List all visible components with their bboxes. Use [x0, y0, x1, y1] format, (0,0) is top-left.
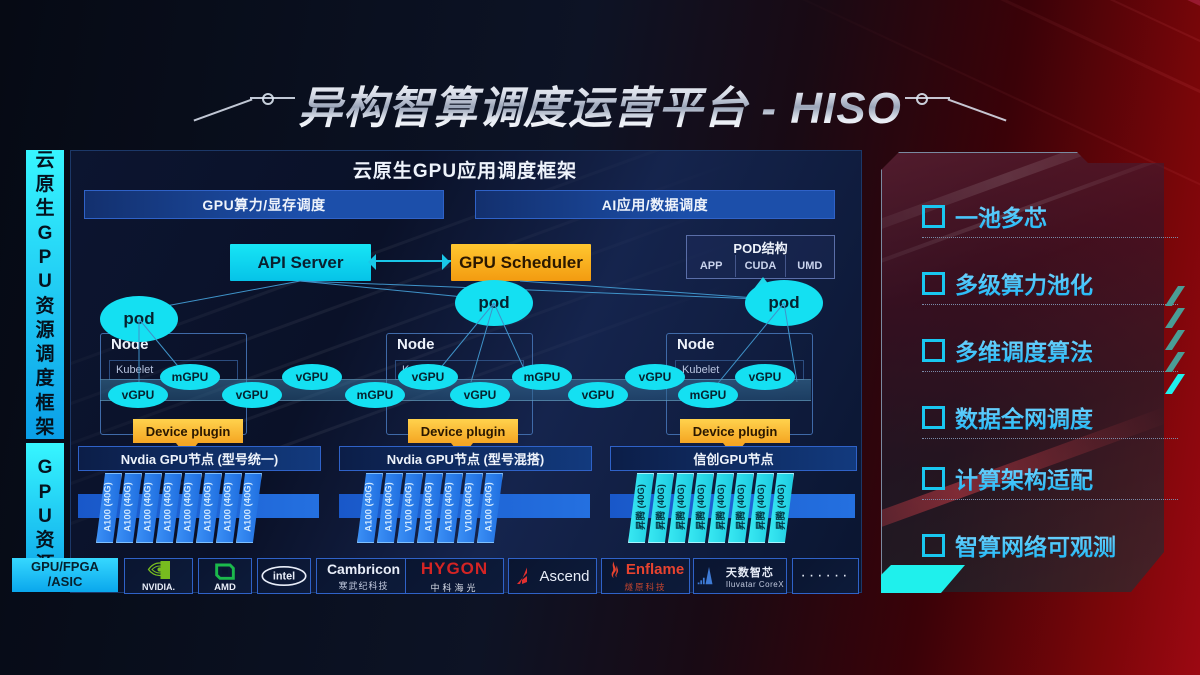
svg-text:intel: intel — [273, 570, 295, 582]
